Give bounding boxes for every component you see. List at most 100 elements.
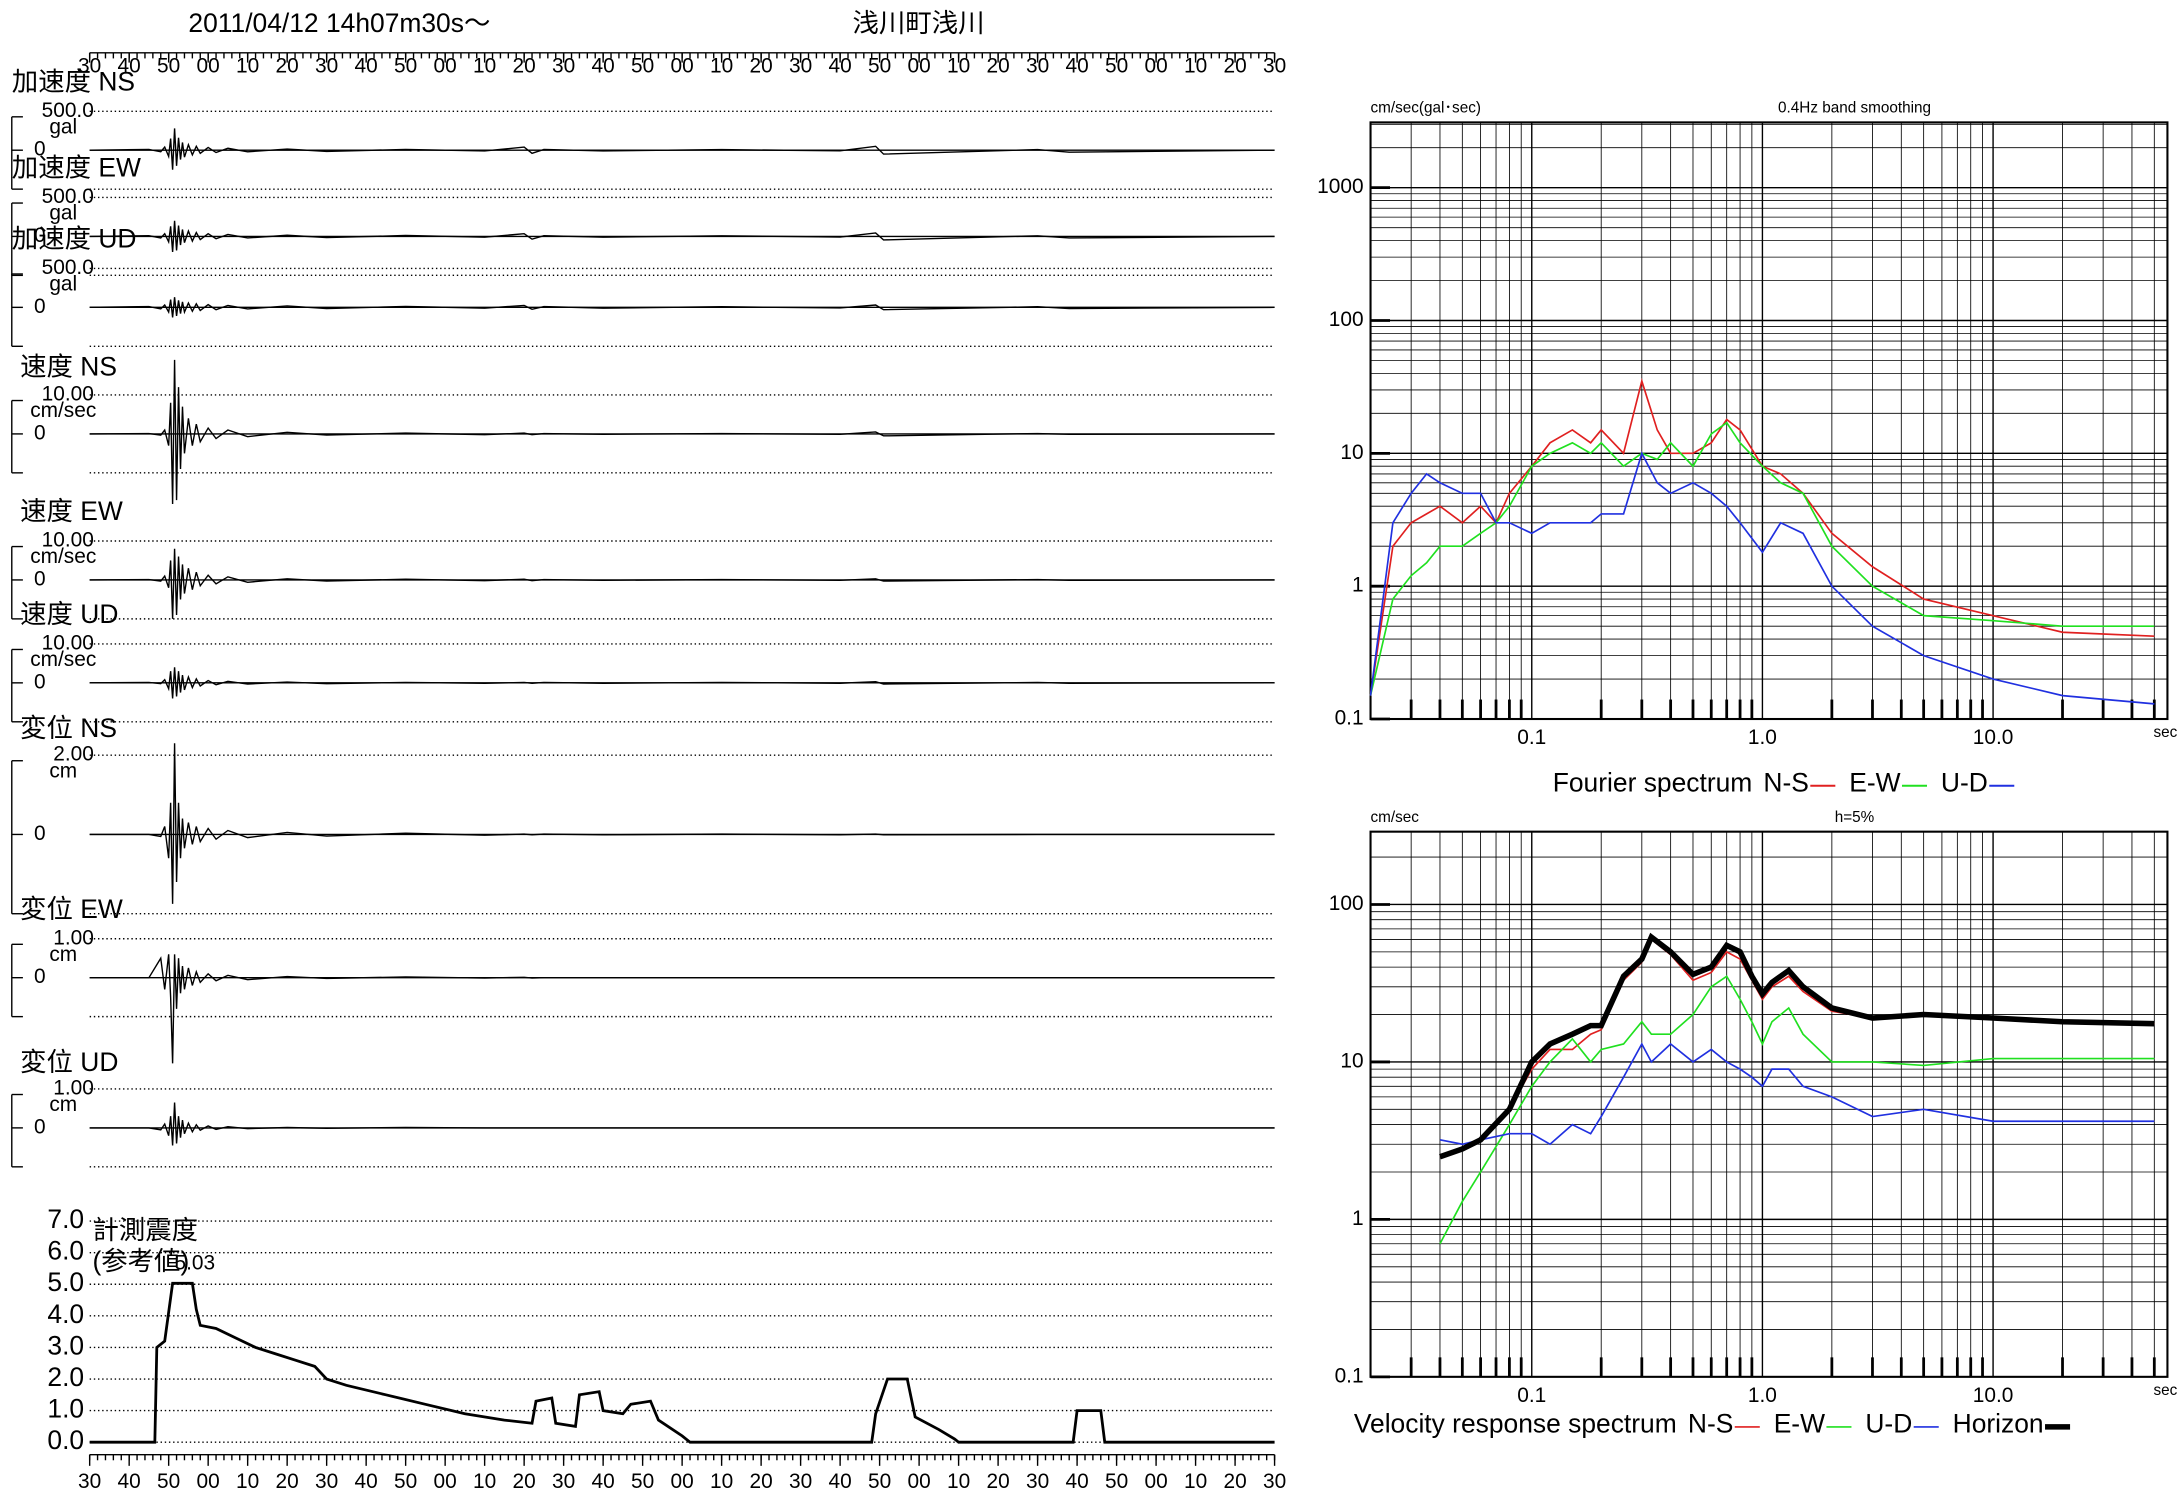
y-tick-label: 10.00	[42, 631, 94, 654]
x-tick-label: 40	[592, 54, 615, 77]
spectrum-line	[1439, 1042, 2155, 1146]
x-tick-label: 40	[592, 1470, 615, 1493]
trace-name: 変位 EW	[20, 894, 123, 924]
x-tick-label: 20	[986, 54, 1009, 77]
trace-name: 速度 UD	[20, 599, 118, 629]
trace-unit: cm/sec	[30, 648, 96, 671]
x-tick-label: 1.0	[1748, 1384, 1777, 1407]
intensity-subtitle: (参考値)	[92, 1246, 189, 1276]
y-tick-label: 10.00	[42, 382, 94, 405]
waveform	[89, 548, 1275, 619]
trace-unit: gal	[49, 115, 77, 138]
waveform	[89, 359, 1275, 505]
x-tick-label: 00	[671, 1470, 694, 1493]
x-tick-label: 10	[236, 54, 259, 77]
intensity-line	[89, 1281, 1275, 1444]
y-tick-label: 0	[34, 965, 46, 988]
x-tick-label: 10	[710, 1470, 733, 1493]
x-tick-label: 20	[1223, 54, 1246, 77]
trace-name: 加速度 UD	[12, 224, 137, 254]
x-tick-label: 10	[710, 54, 733, 77]
trace-unit: cm/sec	[30, 545, 96, 568]
x-axis-label: sec	[2154, 1382, 2178, 1399]
x-tick-label: 20	[986, 1470, 1009, 1493]
x-tick-label: 50	[631, 54, 654, 77]
legend-label: U-D	[1941, 767, 1988, 797]
y-tick-label: 0.1	[1335, 1364, 1364, 1387]
x-tick-label: 50	[1105, 1470, 1128, 1493]
y-tick-label: 2.0	[47, 1362, 84, 1392]
x-tick-label: 00	[671, 54, 694, 77]
y-tick-label: 0.0	[47, 1425, 84, 1455]
x-tick-label: 50	[1105, 54, 1128, 77]
x-tick-label: 20	[276, 1470, 299, 1493]
x-tick-label: 30	[789, 54, 812, 77]
trace-name: 速度 NS	[20, 352, 117, 382]
x-tick-label: 30	[1026, 54, 1049, 77]
x-tick-label: 10	[1184, 54, 1207, 77]
waveform	[89, 220, 1275, 253]
legend-title: Fourier spectrum	[1553, 767, 1753, 797]
legend-label: Horizon	[1953, 1408, 2044, 1438]
waveform	[89, 1102, 1275, 1146]
x-tick-label: 10	[473, 1470, 496, 1493]
x-tick-label: 20	[750, 1470, 773, 1493]
legend-label: N-S	[1763, 767, 1808, 797]
trace-name: 変位 NS	[20, 713, 117, 743]
trace-unit: gal	[49, 202, 77, 225]
y-tick-label: 10	[1340, 1049, 1363, 1072]
y-tick-label: 4.0	[47, 1299, 84, 1329]
legend-label: E-W	[1849, 767, 1900, 797]
chart-subtitle: h=5%	[1835, 809, 1875, 826]
x-tick-label: 30	[1026, 1470, 1049, 1493]
peak-label: 5.03	[175, 1252, 216, 1275]
x-tick-label: 30	[789, 1470, 812, 1493]
trace-name: 加速度 EW	[12, 153, 141, 183]
x-tick-label: 40	[1065, 54, 1088, 77]
y-tick-label: 10	[1340, 441, 1363, 464]
x-tick-label: 50	[394, 54, 417, 77]
x-tick-label: 50	[157, 1470, 180, 1493]
waveform	[89, 297, 1275, 318]
x-tick-label: 00	[1144, 1470, 1167, 1493]
x-tick-label: 10	[1184, 1470, 1207, 1493]
x-tick-label: 0.1	[1517, 726, 1546, 749]
x-tick-label: 00	[908, 54, 931, 77]
spectrum-line	[1439, 932, 2155, 1160]
record-datetime: 2011/04/12 14h07m30s〜	[188, 8, 490, 38]
x-tick-label: 30	[1263, 1470, 1286, 1493]
y-axis-label: cm/sec	[1371, 809, 1420, 826]
y-tick-label: 0	[34, 421, 46, 444]
y-tick-label: 0	[34, 138, 46, 161]
spectrum-line	[1369, 378, 2155, 696]
y-tick-label: 0	[34, 224, 46, 247]
x-tick-label: 50	[868, 54, 891, 77]
y-tick-label: 7.0	[47, 1204, 84, 1234]
x-tick-label: 0.1	[1517, 1384, 1546, 1407]
y-tick-label: 1.00	[53, 926, 94, 949]
waveform	[89, 743, 1275, 904]
spectrum-line	[1439, 975, 2155, 1245]
x-tick-label: 00	[434, 54, 457, 77]
trace-unit: cm	[49, 759, 77, 782]
x-tick-label: 10.0	[1973, 1384, 2014, 1407]
legend-title: Velocity response spectrum	[1354, 1408, 1677, 1438]
spectrum-line	[1369, 451, 2155, 705]
y-tick-label: 0.1	[1335, 707, 1364, 730]
x-tick-label: 20	[276, 54, 299, 77]
y-tick-label: 0	[34, 670, 46, 693]
y-tick-label: 3.0	[47, 1330, 84, 1360]
legend-label: E-W	[1774, 1408, 1825, 1438]
legend-label: N-S	[1688, 1408, 1733, 1438]
waveform	[89, 667, 1275, 699]
x-tick-label: 50	[157, 54, 180, 77]
y-tick-label: 0	[34, 822, 46, 845]
x-tick-label: 10	[947, 54, 970, 77]
trace-unit: cm	[49, 1093, 77, 1116]
trace-unit: gal	[49, 273, 77, 296]
x-tick-label: 40	[118, 1470, 141, 1493]
x-tick-label: 30	[552, 1470, 575, 1493]
x-tick-label: 40	[1065, 1470, 1088, 1493]
station-name: 浅川町浅川	[853, 8, 985, 38]
x-tick-label: 00	[197, 1470, 220, 1493]
